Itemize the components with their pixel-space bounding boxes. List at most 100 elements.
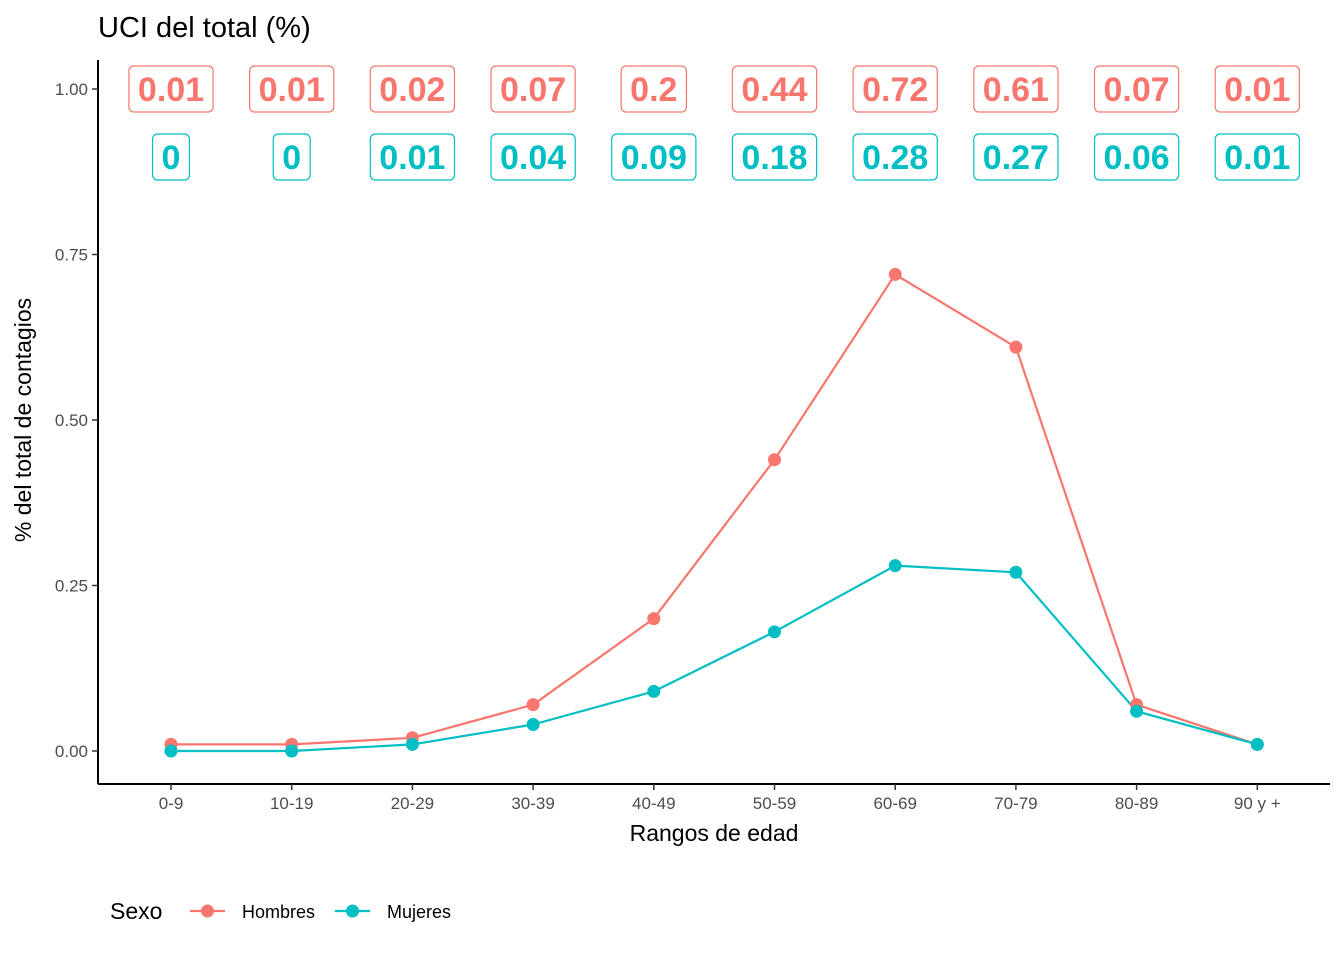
data-point-mujeres <box>1250 737 1264 751</box>
data-point-hombres <box>526 698 540 712</box>
y-tick-label: 0.00 <box>55 742 88 761</box>
value-label-text: 0.18 <box>741 139 807 177</box>
value-label-box <box>369 65 456 113</box>
value-label-text: 0.2 <box>630 71 677 109</box>
value-label-hombres: 0.2 <box>620 65 688 113</box>
value-label-text: 0.72 <box>862 71 928 109</box>
x-axis-title: Rangos de edad <box>630 820 799 846</box>
legend-label-hombres: Hombres <box>242 902 315 922</box>
x-tick-label: 50-59 <box>753 794 796 813</box>
data-point-hombres <box>888 267 902 281</box>
value-label-mujeres: 0.01 <box>1214 133 1300 181</box>
data-point-mujeres <box>1130 704 1144 718</box>
value-label-box <box>490 133 576 181</box>
x-tick-label: 60-69 <box>873 794 916 813</box>
value-label-text: 0.01 <box>138 71 204 109</box>
y-tick-label: 0.75 <box>55 246 88 265</box>
x-tick-label: 80-89 <box>1115 794 1158 813</box>
value-label-box <box>151 133 191 181</box>
legend-swatch-point <box>346 904 360 918</box>
value-label-text: 0.04 <box>500 139 566 177</box>
value-label-mujeres: 0 <box>272 133 311 181</box>
data-point-hombres <box>768 453 781 467</box>
value-label-box <box>128 65 214 113</box>
value-label-hombres: 0.02 <box>369 65 456 113</box>
x-tick-label: 90 y + <box>1234 794 1281 813</box>
plot-area: 0.00 0.25 0.50 0.75 1.00 0-9 10-19 20-29 30-39 40… <box>55 60 1330 813</box>
data-point-mujeres <box>526 718 540 732</box>
value-label-box <box>852 65 938 113</box>
value-label-mujeres: 0.06 <box>1093 133 1180 181</box>
value-label-box <box>852 133 938 181</box>
value-label-box <box>973 133 1059 181</box>
x-tick-label: 10-19 <box>270 794 313 813</box>
value-label-mujeres: 0.27 <box>973 133 1059 181</box>
value-label-text: 0.01 <box>379 139 445 177</box>
value-label-hombres: 0.01 <box>128 65 214 113</box>
value-label-box <box>731 133 818 181</box>
value-label-text: 0.07 <box>500 71 566 109</box>
data-point-mujeres <box>768 625 781 639</box>
value-label-text: 0.09 <box>621 139 687 177</box>
value-label-text: 0.01 <box>1224 139 1290 177</box>
value-label-box <box>1093 133 1180 181</box>
value-label-box <box>369 133 456 181</box>
data-point-hombres <box>647 612 661 626</box>
value-label-mujeres: 0.09 <box>611 133 697 181</box>
x-tick-label: 0-9 <box>159 794 184 813</box>
value-label-hombres: 0.61 <box>973 65 1059 113</box>
value-label-box <box>731 65 818 113</box>
value-label-hombres: 0.07 <box>1093 65 1180 113</box>
value-label-text: 0 <box>162 139 181 177</box>
y-axis-title: % del total de contagios <box>10 298 36 542</box>
data-point-mujeres <box>1009 565 1023 579</box>
value-label-text: 0.28 <box>862 139 928 177</box>
value-label-box <box>490 65 576 113</box>
data-point-hombres <box>1009 340 1023 354</box>
value-label-box <box>249 65 335 113</box>
value-label-text: 0.02 <box>379 71 445 109</box>
value-label-text: 0.44 <box>741 71 807 109</box>
value-label-hombres: 0.07 <box>490 65 576 113</box>
value-label-text: 0.06 <box>1104 139 1170 177</box>
x-tick-label: 70-79 <box>994 794 1037 813</box>
y-tick-label: 0.25 <box>55 577 88 596</box>
value-label-box <box>1093 65 1180 113</box>
legend-label-mujeres: Mujeres <box>387 902 451 922</box>
data-point-mujeres <box>405 737 419 751</box>
value-label-text: 0.01 <box>1224 71 1290 109</box>
x-tick-label: 40-49 <box>632 794 675 813</box>
legend-title: Sexo <box>110 898 162 924</box>
value-label-hombres: 0.01 <box>1214 65 1300 113</box>
value-label-text: 0.61 <box>983 71 1049 109</box>
value-label-mujeres: 0 <box>151 133 191 181</box>
data-point-mujeres <box>647 684 661 698</box>
value-label-hombres: 0.44 <box>731 65 818 113</box>
value-label-box <box>611 133 697 181</box>
value-label-text: 0 <box>282 139 301 177</box>
series-line-hombres <box>171 273 1258 746</box>
value-label-mujeres: 0.01 <box>369 133 456 181</box>
data-point-mujeres <box>888 559 902 573</box>
value-label-box <box>973 65 1059 113</box>
value-label-text: 0.01 <box>259 71 325 109</box>
data-point-mujeres <box>285 744 299 758</box>
value-label-hombres: 0.01 <box>249 65 335 113</box>
value-label-box <box>272 133 311 181</box>
legend: Sexo Hombres Mujeres <box>110 898 451 924</box>
x-tick-label: 20-29 <box>391 794 434 813</box>
value-label-hombres: 0.72 <box>852 65 938 113</box>
value-label-mujeres: 0.18 <box>731 133 818 181</box>
legend-swatch-point <box>201 904 214 918</box>
value-label-box <box>1214 65 1300 113</box>
value-label-text: 0.07 <box>1104 71 1170 109</box>
value-label-mujeres: 0.28 <box>852 133 938 181</box>
series-line-mujeres <box>171 564 1258 753</box>
value-label-box <box>620 65 688 113</box>
data-point-mujeres <box>164 744 178 758</box>
value-label-text: 0.27 <box>983 139 1049 177</box>
value-label-mujeres: 0.04 <box>490 133 576 181</box>
x-tick-label: 30-39 <box>511 794 554 813</box>
value-label-box <box>1214 133 1300 181</box>
